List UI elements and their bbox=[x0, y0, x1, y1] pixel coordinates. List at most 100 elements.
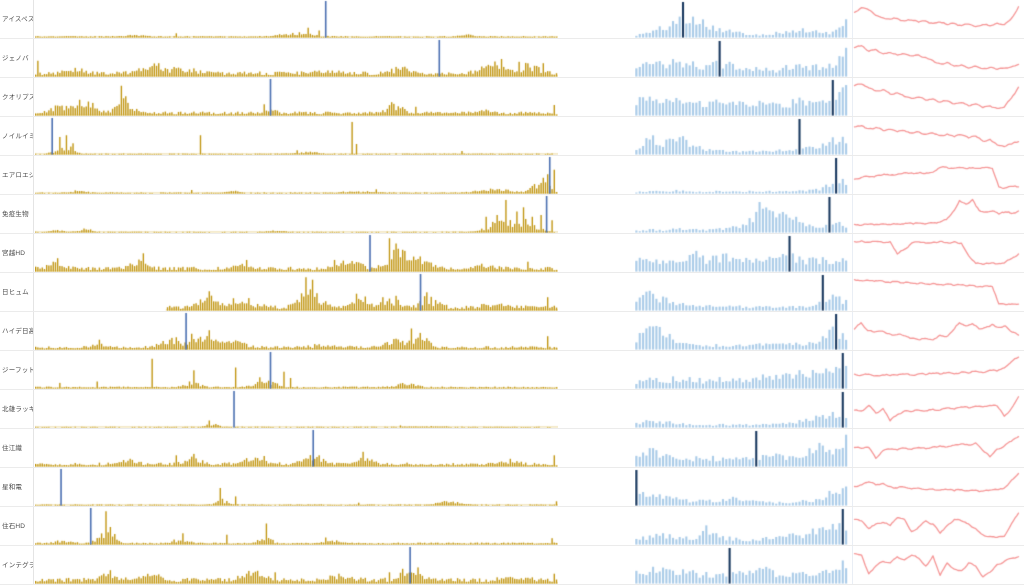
price-chart-cell bbox=[852, 429, 1020, 467]
price-chart bbox=[853, 312, 1020, 350]
column-gap bbox=[558, 273, 635, 311]
volume-chart bbox=[35, 507, 558, 545]
price-chart-cell bbox=[852, 351, 1020, 389]
price-chart-cell bbox=[852, 468, 1020, 506]
chart-row: ジェノバ bbox=[0, 39, 1024, 78]
volume-chart bbox=[35, 156, 558, 194]
distribution-chart bbox=[635, 39, 848, 77]
row-label: 住石HD bbox=[0, 507, 34, 545]
distribution-chart bbox=[635, 156, 848, 194]
price-chart bbox=[853, 351, 1020, 389]
column-gap bbox=[558, 351, 635, 389]
price-chart-cell bbox=[852, 507, 1020, 545]
column-gap bbox=[558, 78, 635, 116]
row-label: インテグラ bbox=[0, 546, 34, 584]
row-label: 星和電 bbox=[0, 468, 34, 506]
row-label: ハイデ日高 bbox=[0, 312, 34, 350]
distribution-chart bbox=[635, 117, 848, 155]
column-gap bbox=[558, 39, 635, 77]
price-chart-cell bbox=[852, 0, 1020, 38]
distribution-chart bbox=[635, 507, 848, 545]
price-chart-cell bbox=[852, 312, 1020, 350]
chart-row: ノイルイミ bbox=[0, 117, 1024, 156]
price-chart bbox=[853, 0, 1020, 38]
distribution-chart bbox=[635, 0, 848, 38]
volume-chart bbox=[35, 195, 558, 233]
row-label: クオリプス bbox=[0, 78, 34, 116]
row-label: アイスペス bbox=[0, 0, 34, 38]
chart-row: アイスペス bbox=[0, 0, 1024, 39]
distribution-chart bbox=[635, 390, 848, 428]
price-chart bbox=[853, 507, 1020, 545]
column-gap bbox=[558, 546, 635, 584]
price-chart-cell bbox=[852, 390, 1020, 428]
price-chart-cell bbox=[852, 273, 1020, 311]
volume-chart bbox=[35, 234, 558, 272]
row-label: ジーフット bbox=[0, 351, 34, 389]
price-chart bbox=[853, 195, 1020, 233]
volume-chart bbox=[35, 351, 558, 389]
column-gap bbox=[558, 429, 635, 467]
volume-chart bbox=[35, 39, 558, 77]
price-chart bbox=[853, 39, 1020, 77]
row-label: 日ヒュム bbox=[0, 273, 34, 311]
row-label: 免疫生物 bbox=[0, 195, 34, 233]
row-label: 住江織 bbox=[0, 429, 34, 467]
distribution-chart bbox=[635, 78, 848, 116]
volume-chart bbox=[35, 0, 558, 38]
chart-row: 住江織 bbox=[0, 429, 1024, 468]
column-gap bbox=[558, 117, 635, 155]
distribution-chart bbox=[635, 429, 848, 467]
row-label: 宮越HD bbox=[0, 234, 34, 272]
row-label: ノイルイミ bbox=[0, 117, 34, 155]
row-label: 北雄ラッキ bbox=[0, 390, 34, 428]
volume-chart bbox=[35, 117, 558, 155]
distribution-chart bbox=[635, 468, 848, 506]
chart-row: 星和電 bbox=[0, 468, 1024, 507]
chart-row: 宮越HD bbox=[0, 234, 1024, 273]
volume-chart bbox=[35, 78, 558, 116]
column-gap bbox=[558, 468, 635, 506]
distribution-chart bbox=[635, 195, 848, 233]
column-gap bbox=[558, 312, 635, 350]
price-chart bbox=[853, 234, 1020, 272]
price-chart bbox=[853, 429, 1020, 467]
column-gap bbox=[558, 234, 635, 272]
price-chart bbox=[853, 117, 1020, 155]
column-gap bbox=[558, 0, 635, 38]
volume-chart bbox=[35, 273, 558, 311]
distribution-chart bbox=[635, 312, 848, 350]
volume-chart bbox=[35, 468, 558, 506]
volume-chart bbox=[35, 312, 558, 350]
column-gap bbox=[558, 507, 635, 545]
price-chart bbox=[853, 390, 1020, 428]
price-chart-cell bbox=[852, 546, 1020, 584]
chart-row: ジーフット bbox=[0, 351, 1024, 390]
distribution-chart bbox=[635, 273, 848, 311]
chart-row: インテグラ bbox=[0, 546, 1024, 585]
chart-row: 免疫生物 bbox=[0, 195, 1024, 234]
distribution-chart bbox=[635, 546, 848, 584]
row-label: ジェノバ bbox=[0, 39, 34, 77]
volume-chart bbox=[35, 429, 558, 467]
column-gap bbox=[558, 195, 635, 233]
price-chart-cell bbox=[852, 39, 1020, 77]
price-chart bbox=[853, 468, 1020, 506]
chart-row: 住石HD bbox=[0, 507, 1024, 546]
price-chart-cell bbox=[852, 234, 1020, 272]
volume-chart bbox=[35, 546, 558, 584]
chart-row: 北雄ラッキ bbox=[0, 390, 1024, 429]
price-chart-cell bbox=[852, 195, 1020, 233]
chart-row: 日ヒュム bbox=[0, 273, 1024, 312]
distribution-chart bbox=[635, 234, 848, 272]
price-chart bbox=[853, 546, 1020, 584]
price-chart-cell bbox=[852, 156, 1020, 194]
price-chart bbox=[853, 156, 1020, 194]
price-chart-cell bbox=[852, 78, 1020, 116]
price-chart bbox=[853, 273, 1020, 311]
price-chart-cell bbox=[852, 117, 1020, 155]
column-gap bbox=[558, 156, 635, 194]
column-gap bbox=[558, 390, 635, 428]
chart-row: エアロエジ bbox=[0, 156, 1024, 195]
